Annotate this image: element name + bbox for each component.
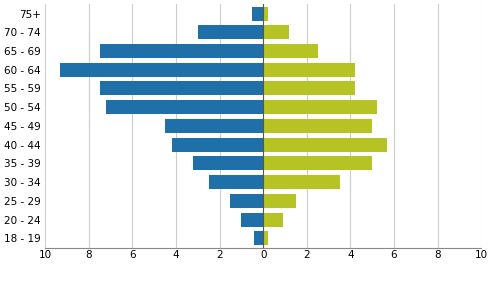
Bar bbox=[263, 25, 289, 39]
Bar bbox=[263, 175, 339, 189]
Bar bbox=[172, 138, 263, 152]
Bar bbox=[263, 82, 355, 95]
Bar bbox=[242, 213, 263, 226]
Bar bbox=[254, 231, 263, 245]
Bar bbox=[263, 63, 355, 77]
Bar bbox=[209, 175, 263, 189]
Bar bbox=[263, 119, 372, 133]
Bar bbox=[193, 156, 263, 170]
Bar bbox=[263, 138, 388, 152]
Bar bbox=[252, 7, 263, 21]
Bar bbox=[263, 156, 372, 170]
Bar bbox=[99, 44, 263, 58]
Bar bbox=[230, 194, 263, 208]
Bar bbox=[99, 82, 263, 95]
Bar bbox=[263, 100, 376, 114]
Bar bbox=[106, 100, 263, 114]
Bar bbox=[198, 25, 263, 39]
Bar bbox=[165, 119, 263, 133]
Bar bbox=[263, 213, 283, 226]
Bar bbox=[263, 231, 268, 245]
Bar bbox=[263, 44, 318, 58]
Bar bbox=[263, 194, 296, 208]
Bar bbox=[61, 63, 263, 77]
Bar bbox=[263, 7, 268, 21]
